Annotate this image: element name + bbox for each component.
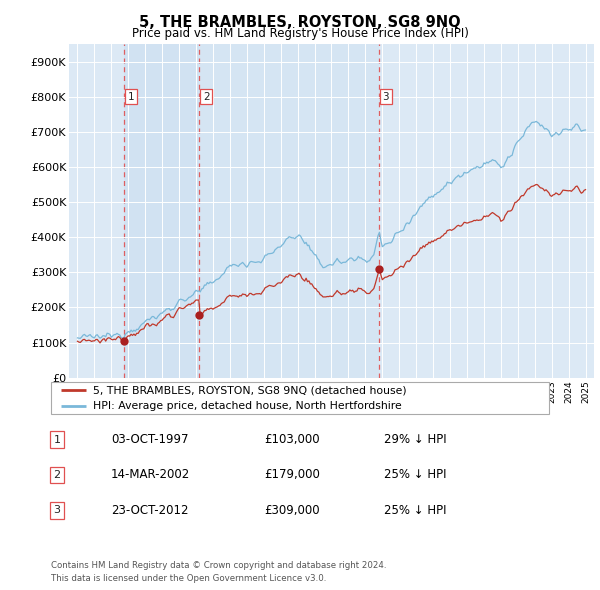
Text: 25% ↓ HPI: 25% ↓ HPI <box>384 468 446 481</box>
Bar <box>199 44 379 378</box>
Text: Price paid vs. HM Land Registry's House Price Index (HPI): Price paid vs. HM Land Registry's House … <box>131 27 469 40</box>
Text: 2: 2 <box>53 470 61 480</box>
Text: Contains HM Land Registry data © Crown copyright and database right 2024.
This d: Contains HM Land Registry data © Crown c… <box>51 562 386 583</box>
Text: 2: 2 <box>203 92 209 102</box>
Text: 1: 1 <box>53 435 61 444</box>
Text: 3: 3 <box>53 506 61 515</box>
Text: £103,000: £103,000 <box>264 433 320 446</box>
Text: 29% ↓ HPI: 29% ↓ HPI <box>384 433 446 446</box>
FancyBboxPatch shape <box>50 382 550 414</box>
Text: HPI: Average price, detached house, North Hertfordshire: HPI: Average price, detached house, Nort… <box>94 401 402 411</box>
Text: 03-OCT-1997: 03-OCT-1997 <box>111 433 188 446</box>
Text: £309,000: £309,000 <box>264 504 320 517</box>
Bar <box>124 44 199 378</box>
Text: £179,000: £179,000 <box>264 468 320 481</box>
Text: 5, THE BRAMBLES, ROYSTON, SG8 9NQ: 5, THE BRAMBLES, ROYSTON, SG8 9NQ <box>139 15 461 30</box>
Text: 25% ↓ HPI: 25% ↓ HPI <box>384 504 446 517</box>
Text: 5, THE BRAMBLES, ROYSTON, SG8 9NQ (detached house): 5, THE BRAMBLES, ROYSTON, SG8 9NQ (detac… <box>94 385 407 395</box>
Text: 1: 1 <box>127 92 134 102</box>
Text: 3: 3 <box>382 92 389 102</box>
Text: 23-OCT-2012: 23-OCT-2012 <box>111 504 188 517</box>
Text: 14-MAR-2002: 14-MAR-2002 <box>111 468 190 481</box>
